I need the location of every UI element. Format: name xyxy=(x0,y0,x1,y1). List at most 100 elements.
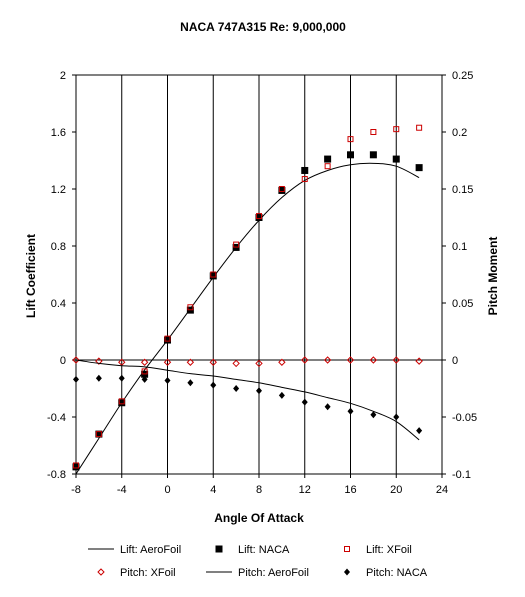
data-point xyxy=(323,356,332,364)
data-point xyxy=(370,411,377,419)
data-point xyxy=(324,403,331,411)
legend-swatch xyxy=(97,568,105,576)
data-point xyxy=(164,336,171,344)
data-point xyxy=(301,398,308,406)
legend-swatch xyxy=(344,546,350,552)
x-tick-label: -4 xyxy=(117,484,127,496)
y2-tick-label: 0.25 xyxy=(452,70,473,82)
data-point xyxy=(370,129,377,135)
y-axis-title: Lift Coefficient xyxy=(24,234,38,318)
legend-item: Lift: NACA xyxy=(215,544,290,556)
legend-item: Pitch: XFoil xyxy=(97,567,176,579)
legend-label: Pitch: XFoil xyxy=(120,567,176,579)
data-point xyxy=(369,151,377,159)
data-point xyxy=(369,356,378,364)
axes: -8 -4 0 4 8 12 16 20 24 -0.8 -0.4 0 0.4 0.8 1.2 1.6 2 -0.… xyxy=(47,70,477,496)
data-point xyxy=(393,126,400,133)
data-point xyxy=(278,391,285,399)
data-point xyxy=(186,358,195,366)
y-tick-label: 0.8 xyxy=(51,241,66,253)
data-point xyxy=(392,155,400,163)
data-point xyxy=(415,164,423,172)
y-tick-label: 2 xyxy=(60,70,66,82)
data-point xyxy=(141,368,148,375)
data-point xyxy=(187,379,194,387)
data-point xyxy=(187,304,194,311)
data-point xyxy=(95,430,103,438)
data-point xyxy=(233,385,240,392)
data-point xyxy=(118,399,126,407)
x-tick-label: 8 xyxy=(256,484,262,496)
y2-tick-label: 0.05 xyxy=(452,298,473,310)
data-point xyxy=(347,407,354,415)
legend-swatch xyxy=(215,545,223,553)
y2-tick-label: 0 xyxy=(452,355,458,367)
data-marks xyxy=(72,124,423,475)
data-point xyxy=(392,356,400,364)
data-point xyxy=(140,358,149,366)
data-point xyxy=(72,356,80,364)
data-point xyxy=(393,413,400,421)
data-point xyxy=(255,359,263,368)
data-point xyxy=(72,463,80,471)
y2-tick-label: 0.2 xyxy=(452,127,467,139)
legend-item: Lift: XFoil xyxy=(344,544,412,556)
y2-tick-label: 0.1 xyxy=(452,241,467,253)
data-point xyxy=(95,357,103,365)
data-point xyxy=(347,151,354,159)
legend-label: Lift: XFoil xyxy=(366,544,412,556)
data-point xyxy=(324,163,331,170)
data-point xyxy=(164,377,171,385)
y2-tick-label: -0.05 xyxy=(452,412,477,424)
series-line xyxy=(75,162,420,475)
x-tick-label: 0 xyxy=(164,484,170,496)
data-point xyxy=(164,335,171,342)
y-tick-label: 1.2 xyxy=(51,184,66,196)
data-point xyxy=(118,398,125,405)
legend-label: Lift: NACA xyxy=(238,544,290,556)
y2-tick-label: 0.15 xyxy=(452,184,473,196)
y-tick-label: 0 xyxy=(60,355,66,367)
y2-tick-label: -0.1 xyxy=(452,469,471,481)
data-point xyxy=(416,124,423,131)
x-tick-label: 24 xyxy=(436,484,448,496)
data-point xyxy=(415,357,423,365)
series-lift-naca xyxy=(72,151,423,471)
data-point xyxy=(278,186,286,194)
data-point xyxy=(210,271,217,278)
data-point xyxy=(73,375,79,383)
data-point xyxy=(118,374,125,382)
legend-swatch xyxy=(344,568,350,576)
data-point xyxy=(346,356,355,364)
data-point xyxy=(301,176,308,183)
legend-label: Pitch: AeroFoil xyxy=(238,567,309,579)
x-axis-title: Angle Of Attack xyxy=(214,511,304,525)
y2-axis-title: Pitch Moment xyxy=(486,237,500,316)
data-point xyxy=(256,213,262,220)
series-lift-xfoil xyxy=(73,124,423,469)
data-point xyxy=(256,387,262,395)
data-point xyxy=(324,155,332,163)
data-point xyxy=(301,166,309,174)
legend-label: Lift: AeroFoil xyxy=(120,544,181,556)
data-point xyxy=(95,374,102,382)
data-point xyxy=(210,381,217,389)
legend-item: Pitch: AeroFoil xyxy=(206,567,309,579)
data-point xyxy=(255,214,263,221)
grid xyxy=(76,75,442,474)
data-point xyxy=(347,136,354,143)
series-lift-aerofoil xyxy=(75,162,420,475)
series-pitch-naca xyxy=(73,374,423,435)
data-point xyxy=(141,375,148,383)
chart-title: NACA 747A315 Re: 9,000,000 xyxy=(180,20,346,34)
y-tick-label: 1.6 xyxy=(51,127,66,139)
series-pitch-aerofoil xyxy=(75,359,420,441)
y-tick-label: -0.4 xyxy=(47,412,66,424)
x-tick-label: 20 xyxy=(390,484,402,496)
data-point xyxy=(95,431,102,438)
data-point xyxy=(278,358,286,366)
series-pitch-xfoil xyxy=(72,356,423,368)
data-point xyxy=(301,356,309,364)
y-tick-label: -0.8 xyxy=(47,469,66,481)
